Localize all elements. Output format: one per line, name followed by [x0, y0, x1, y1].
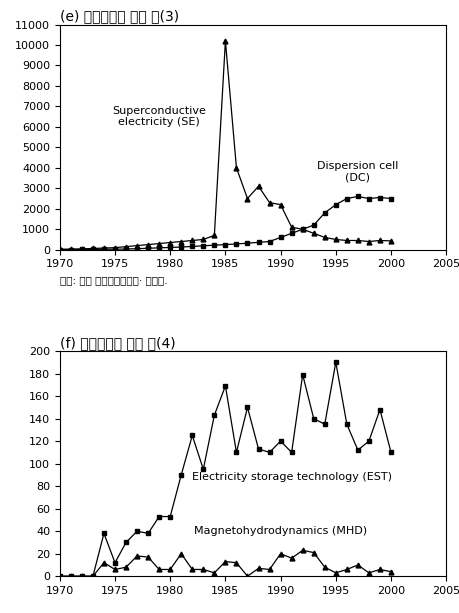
- Text: Magnetohydrodynamics (MHD): Magnetohydrodynamics (MHD): [194, 526, 366, 536]
- Text: (f) 에너지기술 특허 수(4): (f) 에너지기술 특허 수(4): [60, 336, 175, 350]
- Text: 자료: 일본 공업소유권정보· 연수관.: 자료: 일본 공업소유권정보· 연수관.: [60, 275, 167, 284]
- Text: Electricity storage technology (EST): Electricity storage technology (EST): [191, 472, 391, 482]
- Text: (e) 에너지기술 특허 수(3): (e) 에너지기술 특허 수(3): [60, 9, 179, 23]
- Text: Superconductive
electricity (SE): Superconductive electricity (SE): [112, 106, 206, 128]
- Text: Dispersion cell
(DC): Dispersion cell (DC): [317, 161, 397, 183]
